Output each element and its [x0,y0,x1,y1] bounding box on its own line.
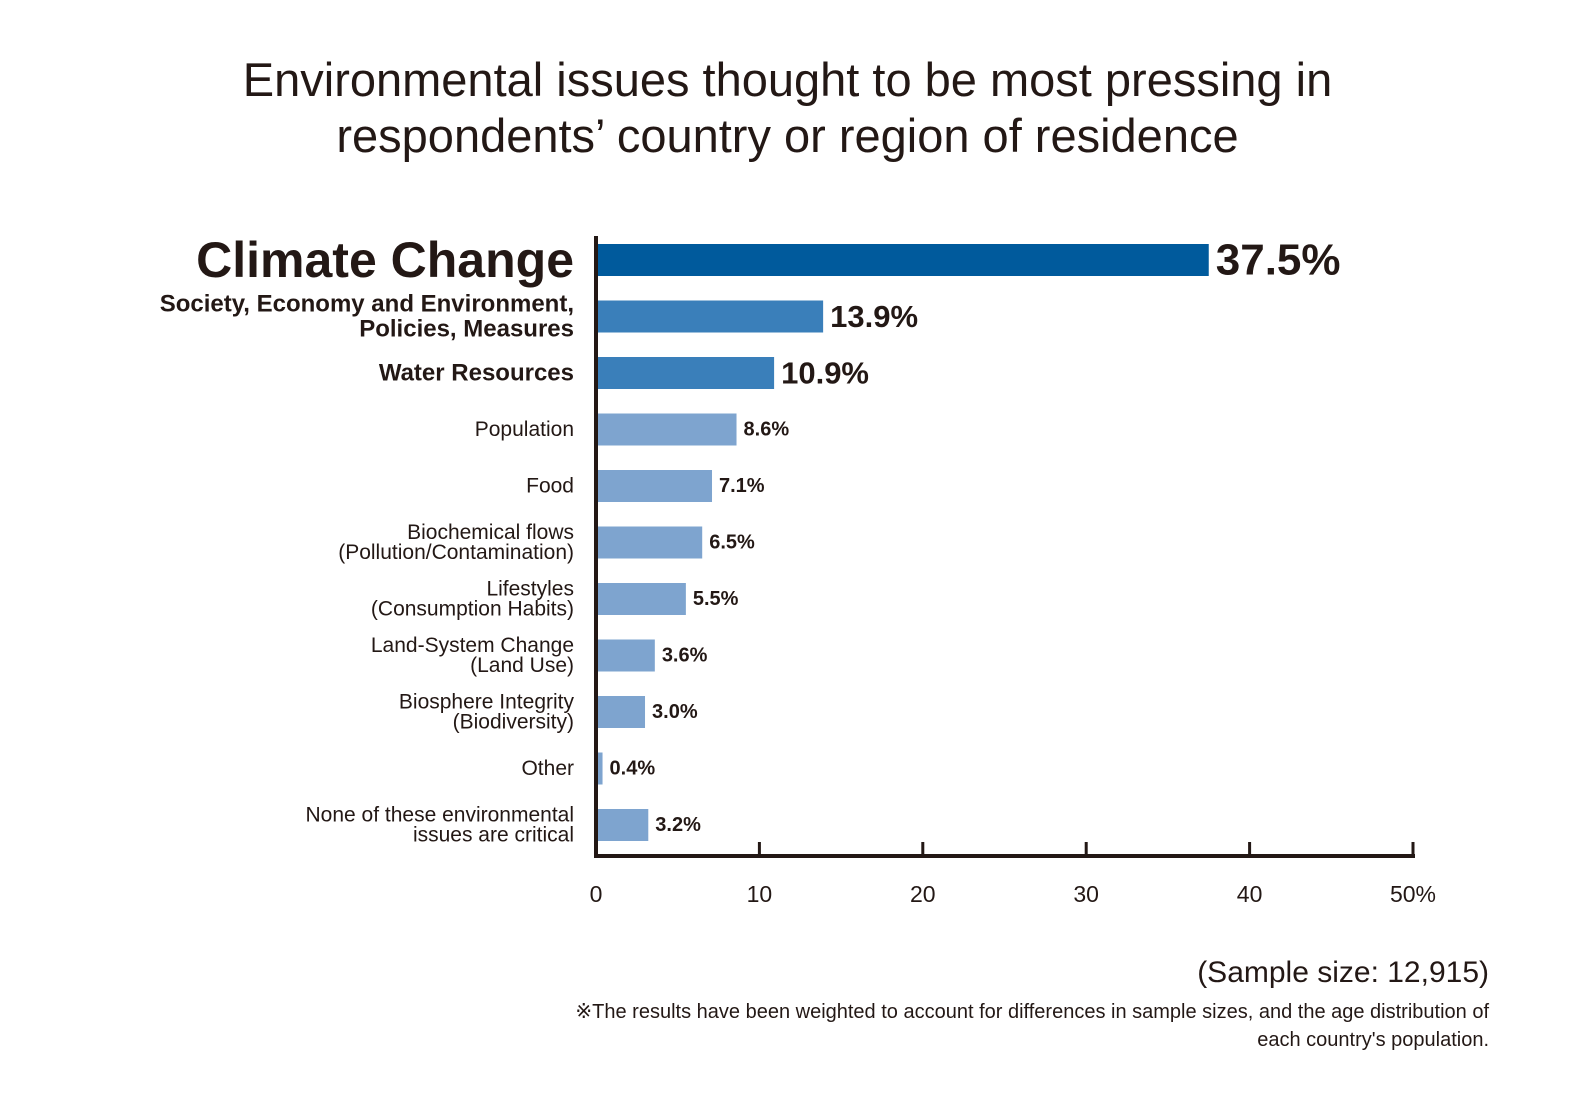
category-label-8-1: (Biodiversity) [453,711,574,734]
category-label-8-0: Biosphere Integrity [399,691,575,714]
category-label-5-1: (Pollution/Contamination) [338,541,574,564]
value-label-2: 10.9% [781,356,869,391]
category-label-6-0: Lifestyles [486,578,574,601]
value-label-4: 7.1% [719,475,765,497]
category-label-0-0: Climate Change [196,232,574,288]
chart-title-line-2: respondents’ country or region of reside… [336,109,1239,162]
category-label-2-0: Water Resources [379,360,574,387]
x-tick-label-5: 50% [1390,881,1436,907]
chart-title: Environmental issues thought to be most … [0,52,1575,164]
x-tick-label-3: 30 [1073,881,1099,907]
x-tick-label-4: 40 [1237,881,1263,907]
value-label-0: 37.5% [1216,236,1341,285]
bar-7 [596,639,655,672]
value-label-9: 0.4% [610,758,656,780]
value-label-8: 3.0% [652,701,698,723]
x-tick-label-1: 10 [747,881,773,907]
weighting-footnote: ※The results have been weighted to accou… [575,1001,1489,1051]
value-label-1: 13.9% [830,299,918,334]
value-label-6: 5.5% [693,588,739,610]
bar-9 [596,752,603,785]
category-label-3-0: Population [475,418,574,441]
category-label-4-0: Food [526,475,574,498]
category-label-7-1: (Land Use) [470,654,574,677]
category-label-10-1: issues are critical [413,824,574,847]
category-label-7-0: Land-System Change [371,634,574,657]
x-tick-label-2: 20 [910,881,936,907]
category-label-1-0: Society, Economy and Environment, [160,291,574,318]
x-tick-label-0: 0 [590,881,603,907]
value-label-3: 8.6% [744,419,790,441]
value-label-7: 3.6% [662,645,708,667]
category-label-10-0: None of these environmental [306,804,575,827]
value-label-5: 6.5% [709,532,755,554]
bar-5 [596,526,703,559]
bar-8 [596,696,646,728]
sample-size-note: (Sample size: 12,915) [1197,956,1489,989]
bar-2 [596,357,775,389]
category-label-9-0: Other [521,757,574,780]
bar-10 [596,809,649,841]
value-label-10: 3.2% [655,814,701,836]
category-label-6-1: (Consumption Habits) [371,598,574,621]
bar-0 [596,244,1209,276]
bar-3 [596,413,737,446]
category-label-1-1: Policies, Measures [359,316,574,343]
chart-title-line-1: Environmental issues thought to be most … [242,53,1333,106]
bar-4 [596,470,713,502]
bar-1 [596,300,824,333]
category-label-5-0: Biochemical flows [407,521,574,544]
bar-6 [596,583,686,615]
